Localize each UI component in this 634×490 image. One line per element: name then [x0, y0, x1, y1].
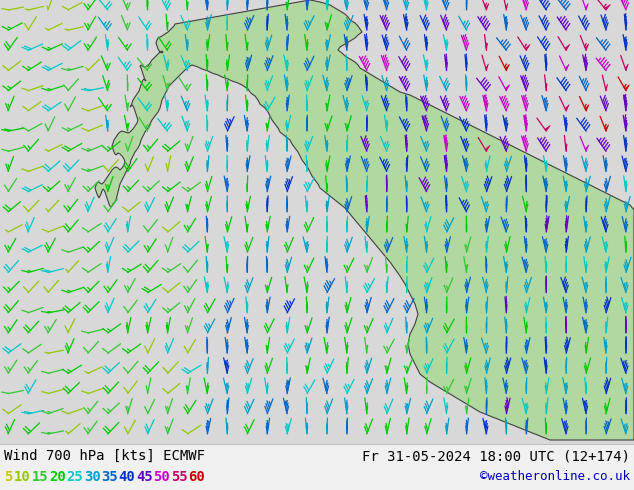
Text: Fr 31-05-2024 18:00 UTC (12+174): Fr 31-05-2024 18:00 UTC (12+174) — [362, 449, 630, 463]
Text: 50: 50 — [153, 470, 170, 484]
Polygon shape — [566, 145, 567, 151]
Text: 15: 15 — [32, 470, 48, 484]
Polygon shape — [585, 104, 589, 111]
Text: 45: 45 — [136, 470, 153, 484]
Polygon shape — [585, 3, 588, 10]
Text: 25: 25 — [67, 470, 83, 484]
Polygon shape — [565, 105, 569, 111]
Polygon shape — [485, 146, 490, 151]
Text: Wind 700 hPa [kts] ECMWF: Wind 700 hPa [kts] ECMWF — [4, 449, 205, 463]
Polygon shape — [505, 64, 510, 71]
Polygon shape — [486, 3, 489, 10]
Polygon shape — [546, 84, 547, 91]
Polygon shape — [545, 125, 550, 131]
Polygon shape — [486, 44, 488, 50]
Text: 5: 5 — [4, 470, 13, 484]
Bar — [0, 444, 634, 490]
Polygon shape — [625, 85, 630, 91]
Polygon shape — [625, 64, 628, 71]
Polygon shape — [605, 124, 609, 131]
Polygon shape — [95, 0, 634, 440]
Polygon shape — [565, 64, 569, 71]
Polygon shape — [605, 4, 611, 10]
Text: 60: 60 — [188, 470, 205, 484]
Text: 35: 35 — [101, 470, 118, 484]
Polygon shape — [605, 84, 608, 91]
Polygon shape — [585, 145, 589, 151]
Text: 20: 20 — [49, 470, 66, 484]
Polygon shape — [505, 85, 510, 91]
Polygon shape — [506, 3, 508, 10]
Text: 55: 55 — [171, 470, 188, 484]
Text: 40: 40 — [119, 470, 135, 484]
Polygon shape — [585, 44, 589, 50]
Text: ©weatheronline.co.uk: ©weatheronline.co.uk — [480, 470, 630, 483]
Polygon shape — [486, 64, 488, 71]
Polygon shape — [525, 45, 530, 50]
Text: 30: 30 — [84, 470, 101, 484]
Text: 10: 10 — [14, 470, 31, 484]
Polygon shape — [565, 45, 570, 50]
